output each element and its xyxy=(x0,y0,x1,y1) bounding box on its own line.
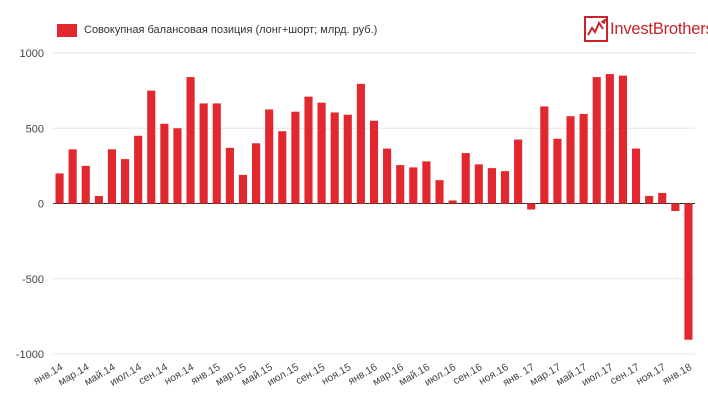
logo-chart-icon xyxy=(584,16,608,42)
bar[interactable] xyxy=(238,174,248,204)
legend-swatch xyxy=(57,23,77,37)
bar[interactable] xyxy=(317,102,326,204)
bars xyxy=(55,74,693,340)
bar[interactable] xyxy=(566,116,575,204)
bar[interactable] xyxy=(409,167,418,204)
bar[interactable] xyxy=(330,112,339,204)
bar[interactable] xyxy=(618,75,627,204)
bar[interactable] xyxy=(645,195,654,204)
bar[interactable] xyxy=(121,159,130,204)
bar[interactable] xyxy=(487,168,496,204)
bar[interactable] xyxy=(107,149,117,204)
bar[interactable] xyxy=(500,171,510,204)
bar[interactable] xyxy=(94,195,103,204)
bar[interactable] xyxy=(448,200,457,204)
bar[interactable] xyxy=(186,77,195,204)
investbrothers-logo: InvestBrothers xyxy=(584,14,708,44)
bar[interactable] xyxy=(383,148,392,204)
bar[interactable] xyxy=(134,135,143,204)
bar[interactable] xyxy=(540,106,549,204)
bar[interactable] xyxy=(147,90,156,204)
bar[interactable] xyxy=(579,113,588,204)
bar[interactable] xyxy=(304,96,313,204)
bar[interactable] xyxy=(291,111,300,204)
y-tick-label: 1000 xyxy=(20,48,44,60)
bar[interactable] xyxy=(631,148,641,204)
x-axis-labels: янв.14мар.14май.14июл.14сен.14ноя.14янв.… xyxy=(32,361,694,389)
bar[interactable] xyxy=(671,203,680,212)
bar[interactable] xyxy=(474,164,483,204)
bar[interactable] xyxy=(396,165,405,204)
bar[interactable] xyxy=(553,138,562,204)
bar[interactable] xyxy=(527,203,536,210)
bar[interactable] xyxy=(343,114,352,204)
x-tick-label: ноя.14 xyxy=(162,361,196,387)
bar[interactable] xyxy=(278,131,287,204)
y-axis-labels: -1000 -500 0 500 1000 xyxy=(16,48,44,361)
x-tick-label: янв.18 xyxy=(661,361,695,387)
legend-label: Совокупная балансовая позиция (лонг+шорт… xyxy=(84,24,378,36)
x-tick-label: ноя.17 xyxy=(634,361,668,387)
y-tick-label: 0 xyxy=(38,199,44,211)
bar[interactable] xyxy=(684,203,693,340)
bar[interactable] xyxy=(356,83,365,204)
y-tick-label: 500 xyxy=(26,123,44,135)
bar[interactable] xyxy=(605,74,614,204)
bar[interactable] xyxy=(199,103,208,204)
bar[interactable] xyxy=(81,165,90,204)
bar[interactable] xyxy=(252,143,261,204)
bar[interactable] xyxy=(461,153,470,204)
bar[interactable] xyxy=(592,77,601,204)
legend[interactable]: Совокупная балансовая позиция (лонг+шорт… xyxy=(57,21,377,39)
bar[interactable] xyxy=(435,180,444,204)
bar[interactable] xyxy=(514,139,523,204)
logo-text: InvestBrothers xyxy=(610,19,708,38)
bar[interactable] xyxy=(265,109,274,204)
bar[interactable] xyxy=(212,103,221,204)
y-tick-label: -1000 xyxy=(16,349,44,361)
x-tick-label: ноя.15 xyxy=(320,361,354,387)
bar[interactable] xyxy=(173,128,182,204)
bar[interactable] xyxy=(68,149,77,204)
bar[interactable] xyxy=(160,123,169,204)
bar[interactable] xyxy=(422,161,431,204)
bar[interactable] xyxy=(225,147,234,204)
bar[interactable] xyxy=(55,173,64,204)
bar[interactable] xyxy=(369,120,379,204)
bar[interactable] xyxy=(658,192,667,204)
y-tick-label: -500 xyxy=(22,274,44,286)
